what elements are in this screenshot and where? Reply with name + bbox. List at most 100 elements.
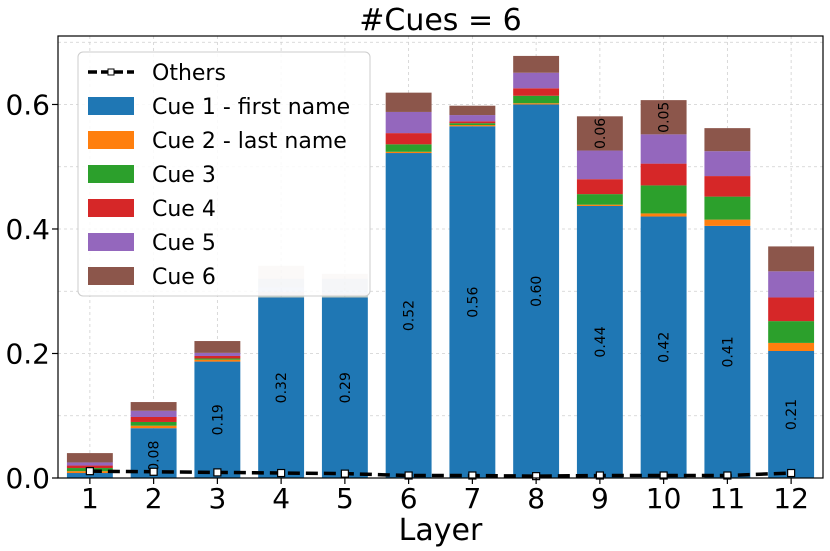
bar-segment	[449, 105, 496, 116]
bar-segment	[130, 410, 177, 417]
legend-swatch	[88, 267, 134, 285]
bar-segment	[513, 95, 560, 104]
bar-value-label: 0.41	[720, 336, 736, 367]
bar-segment	[704, 219, 751, 226]
plot-frame	[57, 35, 824, 479]
bar-segment	[258, 297, 305, 478]
others-marker	[149, 467, 158, 476]
bar-segment	[704, 128, 751, 152]
bar-segment	[640, 185, 687, 214]
bar-segment	[640, 134, 687, 164]
others-marker	[85, 467, 94, 476]
bar-value-label: 0.05	[657, 102, 673, 133]
bar-segment	[449, 123, 496, 126]
bar-segment	[576, 150, 623, 180]
bar-segment	[513, 103, 560, 105]
bar-segment	[385, 111, 432, 134]
bar-value-label: 0.29	[338, 372, 354, 403]
bar-segment	[513, 88, 560, 96]
x-tick-label: 6	[400, 482, 418, 515]
legend-label: Cue 6	[152, 265, 216, 290]
bar-segment	[194, 355, 241, 359]
bar-value-label: 0.32	[274, 372, 290, 403]
legend-swatch	[88, 165, 134, 183]
bar-segment	[385, 151, 432, 154]
legend-label: Others	[152, 61, 226, 86]
bar-segment	[576, 116, 623, 151]
others-marker	[213, 468, 222, 477]
bar-segment	[385, 153, 432, 478]
chart-title: #Cues = 6	[359, 3, 521, 38]
bar-segment	[194, 361, 241, 478]
x-tick-label: 4	[272, 482, 290, 515]
bar-segment	[576, 205, 623, 478]
legend-label: Cue 5	[152, 231, 216, 256]
y-tick-label: 0.4	[5, 213, 50, 246]
bar-segment	[640, 216, 687, 478]
legend: Others Cue 1 - first name Cue 2 - last nam…	[77, 51, 371, 297]
bar-segment	[194, 359, 241, 362]
x-axis: 1 2 3 4 5 6 7 8 9 10 11 12	[81, 478, 809, 515]
x-axis-title: Layer	[399, 513, 483, 548]
bar-segment	[130, 421, 177, 426]
legend-swatch	[88, 199, 134, 217]
bar-segment	[640, 163, 687, 186]
bar-segment	[321, 297, 368, 478]
bar-segment	[385, 92, 432, 112]
bar-segment	[513, 55, 560, 73]
legend-label: Cue 4	[152, 197, 216, 222]
bar-segment	[704, 151, 751, 177]
bar-labels: 0.08 0.19 0.32 0.29 0.52 0.56 0.60 0.44 0.42 0.41…	[147, 102, 801, 472]
x-tick-label: 10	[646, 482, 682, 515]
x-tick-label: 11	[710, 482, 746, 515]
legend-swatch	[88, 233, 134, 251]
bar-value-label: 0.08	[147, 441, 163, 472]
bar-segment	[194, 358, 241, 360]
bar-segment	[321, 296, 368, 297]
bar-segment	[258, 296, 305, 298]
x-tick-label: 2	[145, 482, 163, 515]
bar-segment	[768, 321, 815, 343]
legend-swatch	[88, 131, 134, 149]
legend-label: Cue 1 - first name	[152, 95, 350, 120]
bar-segment	[704, 225, 751, 478]
bar-segment	[66, 473, 113, 478]
bar-segment	[704, 196, 751, 220]
bar-segment	[513, 104, 560, 478]
x-tick-label: 9	[591, 482, 609, 515]
bar-segment	[576, 179, 623, 195]
bar-segment	[640, 100, 687, 135]
bar-segment	[130, 416, 177, 422]
bar-segment	[449, 115, 496, 122]
others-marker	[787, 468, 796, 478]
bar-segment	[385, 133, 432, 145]
bar-segment	[66, 462, 113, 466]
legend-label: Cue 3	[152, 163, 216, 188]
legend-label: Cue 2 - last name	[152, 129, 347, 154]
bar-segment	[258, 296, 305, 297]
x-tick-label: 7	[463, 482, 481, 515]
bar-segment	[768, 351, 815, 478]
bar-segment	[449, 125, 496, 127]
bar-segment	[768, 297, 815, 322]
bar-segment	[640, 213, 687, 217]
bar-segment	[130, 402, 177, 411]
x-tick-label: 12	[773, 482, 809, 515]
bar-segment	[385, 144, 432, 152]
others-marker	[277, 468, 286, 478]
bar-segment	[449, 126, 496, 478]
others-marker	[340, 469, 349, 478]
legend-swatch	[88, 97, 134, 115]
bar-segment	[66, 453, 113, 463]
x-tick-label: 1	[81, 482, 99, 515]
bar-segment	[449, 121, 496, 124]
legend-box	[77, 51, 371, 297]
bars	[66, 55, 815, 478]
bar-value-label: 0.06	[593, 118, 609, 149]
bar-segment	[704, 176, 751, 197]
y-tick-label: 0.2	[5, 337, 50, 370]
x-tick-label: 8	[527, 482, 545, 515]
bar-value-label: 0.19	[210, 404, 226, 435]
bar-segment	[768, 342, 815, 352]
